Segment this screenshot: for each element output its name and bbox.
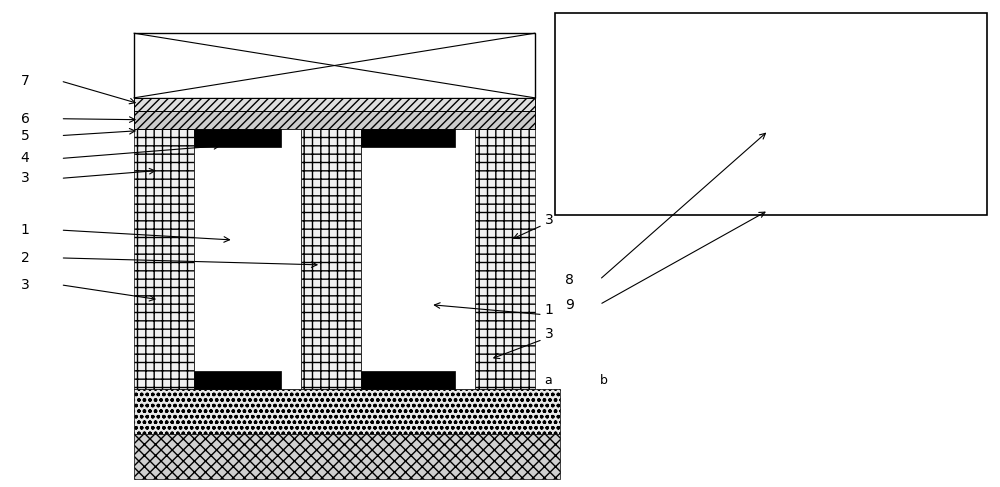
- Text: 3: 3: [545, 213, 553, 227]
- Text: 4: 4: [21, 151, 29, 166]
- Bar: [361, 129, 455, 147]
- Bar: [361, 129, 475, 389]
- Text: 1: 1: [545, 302, 554, 317]
- Text: 7: 7: [21, 74, 29, 88]
- Bar: [361, 371, 455, 389]
- Bar: [134, 389, 560, 434]
- Text: 3: 3: [545, 327, 553, 341]
- Text: 6: 6: [21, 112, 30, 126]
- Bar: [301, 129, 361, 389]
- Bar: [134, 33, 535, 98]
- Text: 9: 9: [565, 298, 574, 312]
- Bar: [194, 371, 281, 389]
- Text: a: a: [545, 374, 552, 387]
- Bar: [134, 98, 535, 111]
- Bar: [194, 129, 281, 147]
- Text: 3: 3: [21, 171, 29, 186]
- Bar: [134, 111, 535, 129]
- Bar: [134, 434, 560, 479]
- Text: 8: 8: [565, 273, 574, 287]
- Text: 3: 3: [21, 278, 29, 292]
- Bar: [555, 13, 987, 215]
- Text: 1: 1: [21, 223, 30, 237]
- Bar: [194, 129, 301, 389]
- Text: b: b: [599, 374, 607, 387]
- Bar: [475, 129, 535, 389]
- Text: 2: 2: [21, 251, 29, 265]
- Text: 5: 5: [21, 129, 29, 143]
- Bar: [134, 129, 194, 389]
